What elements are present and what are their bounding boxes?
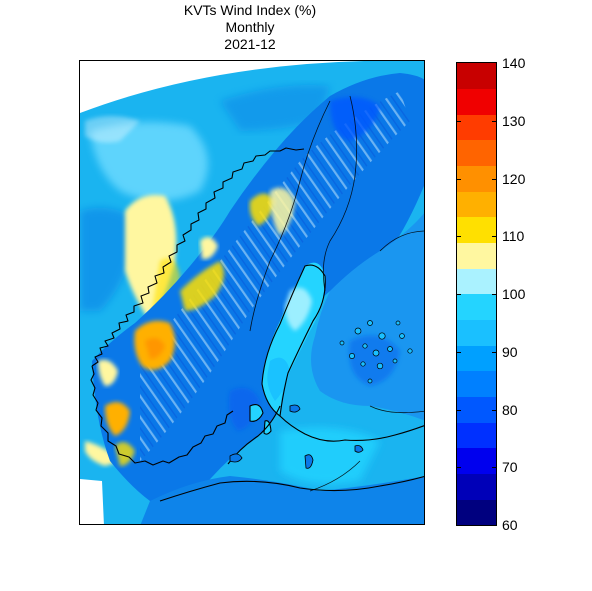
colorbar-segment (457, 63, 496, 90)
colorbar-segment (457, 448, 496, 475)
colorbar-tick-label: 130 (502, 112, 526, 129)
high-index-patches (98, 187, 295, 466)
colorbar-tick-mark (457, 236, 461, 238)
colorbar-tick-label: 140 (502, 55, 526, 71)
low-index-patches (228, 97, 400, 431)
finnish-lakes (339, 320, 413, 384)
colorbar-tick-mark (457, 467, 461, 469)
colorbar-segment (457, 165, 496, 192)
colorbar-tick-mark (457, 351, 461, 353)
continent-land (140, 476, 424, 524)
colorbar-tick-mark (457, 120, 461, 122)
colorbar-segment (457, 191, 496, 218)
colorbar-tick-mark (492, 467, 496, 469)
colorbar-tick-mark (457, 178, 461, 180)
colorbar-tick-mark (492, 236, 496, 238)
colorbar-segment (457, 140, 496, 167)
colorbar-tick-label: 60 (502, 517, 518, 533)
colorbar-tick-label: 80 (502, 401, 518, 418)
colorbar-segment (457, 242, 496, 269)
colorbar-tick-label: 70 (502, 459, 518, 476)
colorbar-segment (457, 422, 496, 449)
colorbar-segment (457, 499, 496, 526)
colorbar-segment (457, 217, 496, 244)
colorbar-segment (457, 268, 496, 295)
colorbar-tick-mark (492, 178, 496, 180)
colorbar-segment (457, 473, 496, 500)
colorbar-segment (457, 294, 496, 321)
borders (249, 95, 424, 492)
title-line-1: KVTs Wind Index (%) (183, 2, 317, 18)
colorbar-segment (457, 371, 496, 398)
colorbar-tick-mark (492, 409, 496, 411)
colorbar-segment (457, 88, 496, 115)
colorbar-tick-mark (492, 294, 496, 295)
title-line-3: 2021-12 (224, 36, 276, 52)
colorbar-tick-label: 100 (502, 286, 526, 302)
colorbar-segment (457, 114, 496, 141)
colorbar-segment (457, 345, 496, 372)
colorbar-tick-mark (457, 294, 461, 295)
colorbar (456, 62, 497, 526)
title-line-2: Monthly (225, 19, 275, 35)
colorbar-tick-mark (492, 351, 496, 353)
colorbar-tick-mark (457, 409, 461, 411)
chart-title: KVTs Wind Index (%) Monthly 2021-12 (150, 2, 350, 53)
islands (229, 404, 364, 469)
map-frame (79, 60, 425, 525)
colorbar-tick-label: 110 (502, 228, 525, 245)
colorbar-segment (457, 319, 496, 346)
wind-index-map (80, 61, 424, 524)
colorbar-segment (457, 396, 496, 423)
colorbar-tick-mark (492, 120, 496, 122)
colorbar-tick-label: 90 (502, 343, 518, 360)
finland-land (311, 213, 424, 421)
colorbar-tick-label: 120 (502, 170, 526, 187)
